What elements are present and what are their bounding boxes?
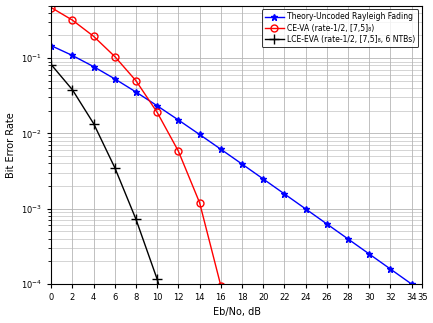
Theory-Uncoded Rayleigh Fading [324, 222, 330, 226]
Theory-Uncoded Rayleigh Fading [91, 65, 96, 68]
LCE-EVA (rate-1/2, [7,5]₈, 6 NTBs) [133, 217, 139, 221]
Line: LCE-EVA (rate-1/2, [7,5]₈, 6 NTBs): LCE-EVA (rate-1/2, [7,5]₈, 6 NTBs) [46, 60, 194, 323]
CE-VA (rate-1/2, [7,5]₈) [112, 55, 117, 58]
Line: CE-VA (rate-1/2, [7,5]₈): CE-VA (rate-1/2, [7,5]₈) [48, 4, 224, 289]
Theory-Uncoded Rayleigh Fading [388, 267, 393, 271]
Theory-Uncoded Rayleigh Fading [155, 104, 160, 108]
LCE-EVA (rate-1/2, [7,5]₈, 6 NTBs) [48, 63, 54, 67]
Theory-Uncoded Rayleigh Fading [133, 90, 139, 94]
Theory-Uncoded Rayleigh Fading [346, 237, 351, 241]
Theory-Uncoded Rayleigh Fading [48, 44, 54, 47]
Theory-Uncoded Rayleigh Fading [261, 177, 266, 181]
X-axis label: Eb/No, dB: Eb/No, dB [213, 307, 261, 318]
Theory-Uncoded Rayleigh Fading [112, 77, 117, 81]
Theory-Uncoded Rayleigh Fading [197, 132, 202, 136]
Line: Theory-Uncoded Rayleigh Fading: Theory-Uncoded Rayleigh Fading [48, 42, 415, 287]
Y-axis label: Bit Error Rate: Bit Error Rate [6, 112, 16, 178]
Theory-Uncoded Rayleigh Fading [218, 147, 223, 151]
Theory-Uncoded Rayleigh Fading [367, 252, 372, 256]
CE-VA (rate-1/2, [7,5]₈) [48, 5, 54, 9]
Theory-Uncoded Rayleigh Fading [70, 54, 75, 57]
LCE-EVA (rate-1/2, [7,5]₈, 6 NTBs) [112, 166, 117, 170]
Theory-Uncoded Rayleigh Fading [282, 192, 287, 196]
CE-VA (rate-1/2, [7,5]₈) [70, 18, 75, 22]
CE-VA (rate-1/2, [7,5]₈) [91, 34, 96, 38]
Legend: Theory-Uncoded Rayleigh Fading, CE-VA (rate-1/2, [7,5]₈), LCE-EVA (rate-1/2, [7,: Theory-Uncoded Rayleigh Fading, CE-VA (r… [262, 9, 418, 47]
LCE-EVA (rate-1/2, [7,5]₈, 6 NTBs) [70, 88, 75, 92]
CE-VA (rate-1/2, [7,5]₈) [197, 201, 202, 204]
CE-VA (rate-1/2, [7,5]₈) [176, 149, 181, 153]
Theory-Uncoded Rayleigh Fading [303, 207, 308, 211]
LCE-EVA (rate-1/2, [7,5]₈, 6 NTBs) [155, 277, 160, 281]
Theory-Uncoded Rayleigh Fading [176, 118, 181, 122]
CE-VA (rate-1/2, [7,5]₈) [133, 79, 139, 83]
CE-VA (rate-1/2, [7,5]₈) [218, 284, 223, 287]
CE-VA (rate-1/2, [7,5]₈) [155, 110, 160, 114]
LCE-EVA (rate-1/2, [7,5]₈, 6 NTBs) [91, 122, 96, 126]
Theory-Uncoded Rayleigh Fading [409, 282, 414, 286]
Theory-Uncoded Rayleigh Fading [239, 162, 245, 166]
